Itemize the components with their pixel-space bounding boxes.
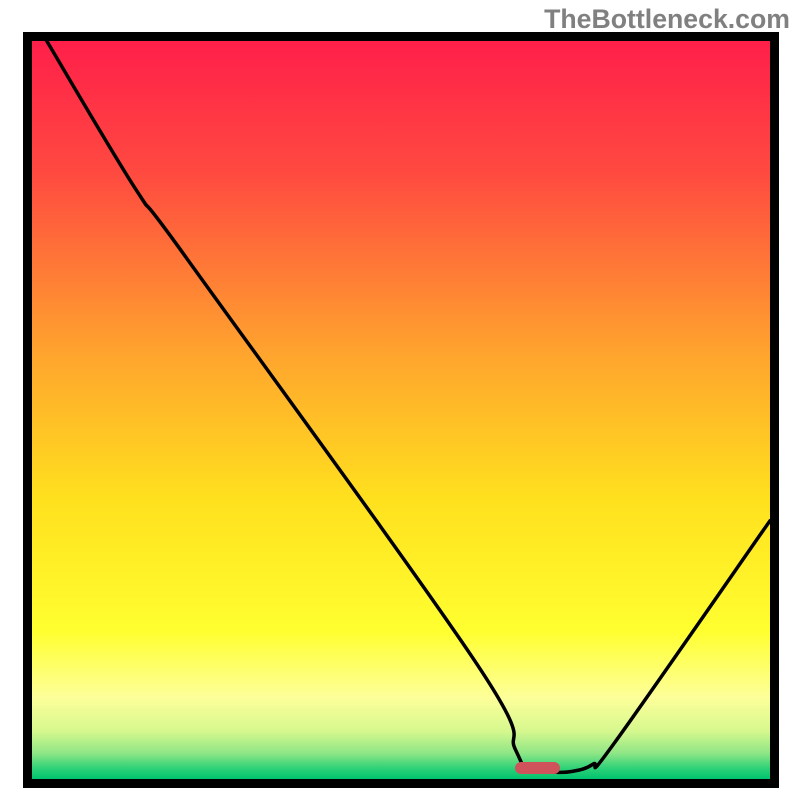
- watermark-text: TheBottleneck.com: [544, 4, 790, 35]
- curve-path: [47, 41, 770, 772]
- bottleneck-curve: [32, 41, 770, 779]
- plot-frame: [23, 32, 779, 788]
- trough-marker: [515, 762, 559, 774]
